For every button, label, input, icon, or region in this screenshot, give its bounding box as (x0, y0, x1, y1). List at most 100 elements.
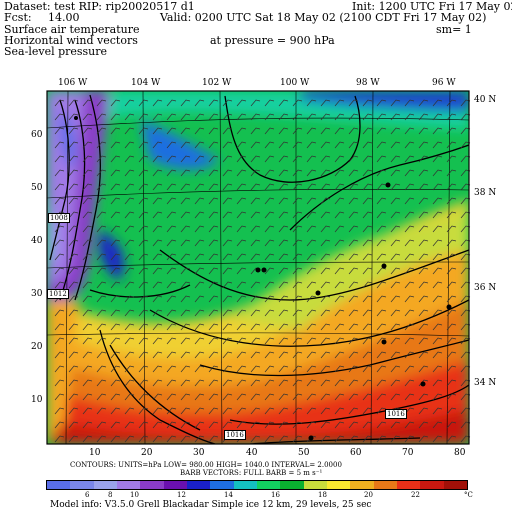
wind-barb (222, 127, 233, 135)
wind-barb (432, 295, 443, 303)
temperature-colorbar (46, 480, 468, 490)
wind-barb (264, 337, 275, 345)
field-1: Surface air temperature (4, 23, 140, 36)
wind-barb (54, 309, 65, 317)
wind-barb (362, 365, 373, 373)
init-time: Init: 1200 UTC Fri 17 May 02 (352, 0, 512, 13)
wind-barb (152, 113, 163, 121)
wind-barb (404, 337, 415, 345)
wind-barb (194, 183, 205, 191)
wind-barb (236, 365, 247, 373)
wind-barb (250, 337, 261, 345)
lat-label-36n: 36 N (474, 283, 497, 293)
wind-barb (250, 309, 261, 317)
wind-barb (68, 197, 79, 205)
wind-barb (180, 267, 191, 275)
wind-barb (418, 351, 429, 359)
wind-barb (390, 155, 401, 163)
wind-barb (194, 295, 205, 303)
wind-barb (194, 253, 205, 261)
wind-barb (138, 183, 149, 191)
wind-barb (432, 253, 443, 261)
wind-barb (404, 421, 415, 429)
colorbar-label-12: 12 (177, 491, 186, 499)
wind-barb (278, 379, 289, 387)
wind-barb (54, 197, 65, 205)
wind-barb (376, 379, 387, 387)
wind-barb (208, 267, 219, 275)
lon-label-104w: 104 W (131, 78, 161, 88)
wind-barb (194, 169, 205, 177)
colorbar-label-8: 8 (108, 491, 113, 499)
wind-barb (306, 113, 317, 121)
wind-barb (138, 393, 149, 401)
wind-barb (376, 127, 387, 135)
wind-barb (446, 267, 457, 275)
wind-barb (320, 407, 331, 415)
wind-barb (404, 127, 415, 135)
wind-barb (278, 169, 289, 177)
wind-barb (96, 225, 107, 233)
wind-barb (292, 379, 303, 387)
wind-barb (194, 379, 205, 387)
wind-barb (278, 295, 289, 303)
colorbar-swatch (93, 481, 117, 489)
wind-barb (236, 197, 247, 205)
wind-barb (292, 309, 303, 317)
wind-barb (166, 197, 177, 205)
wind-barb (418, 407, 429, 415)
wind-barb (166, 323, 177, 331)
wind-barb (82, 393, 93, 401)
y-tick-20: 20 (31, 342, 43, 352)
wind-barb (390, 281, 401, 289)
wind-barb (82, 99, 93, 107)
wind-barb (446, 225, 457, 233)
wind-barb (362, 393, 373, 401)
wind-barb (110, 155, 121, 163)
wind-barb (68, 169, 79, 177)
wind-barb (208, 127, 219, 135)
wind-barb (208, 239, 219, 247)
wind-barb (390, 337, 401, 345)
wind-barb (138, 309, 149, 317)
wind-barb (222, 239, 233, 247)
wind-barb (222, 295, 233, 303)
wind-barb (236, 295, 247, 303)
wind-barb (250, 323, 261, 331)
wind-barb (404, 113, 415, 121)
wind-barb (180, 351, 191, 359)
wind-barb (68, 127, 79, 135)
wind-barb (292, 169, 303, 177)
wind-barb (208, 211, 219, 219)
wind-barb (362, 155, 373, 163)
wind-barb (418, 309, 429, 317)
wind-barb (110, 211, 121, 219)
wind-barb (306, 379, 317, 387)
wind-barb (376, 99, 387, 107)
wind-barb (264, 309, 275, 317)
wind-barb (138, 225, 149, 233)
wind-barb (82, 309, 93, 317)
wind-barb (82, 267, 93, 275)
wind-barb (236, 379, 247, 387)
wind-barb (264, 127, 275, 135)
wind-barb (432, 267, 443, 275)
wind-barb (222, 197, 233, 205)
wind-barb (54, 183, 65, 191)
wind-barb (376, 183, 387, 191)
wind-barb (390, 351, 401, 359)
wind-barb (180, 393, 191, 401)
wind-barb (110, 323, 121, 331)
wind-barb (432, 421, 443, 429)
wind-barb (264, 141, 275, 149)
wind-barb (166, 127, 177, 135)
wind-barb (124, 239, 135, 247)
wind-barb (334, 435, 345, 443)
wind-barb (208, 113, 219, 121)
wind-barb (320, 421, 331, 429)
wind-barb (334, 351, 345, 359)
wind-barb (404, 169, 415, 177)
wind-barb (138, 141, 149, 149)
wind-barb (96, 197, 107, 205)
wind-barb (306, 211, 317, 219)
